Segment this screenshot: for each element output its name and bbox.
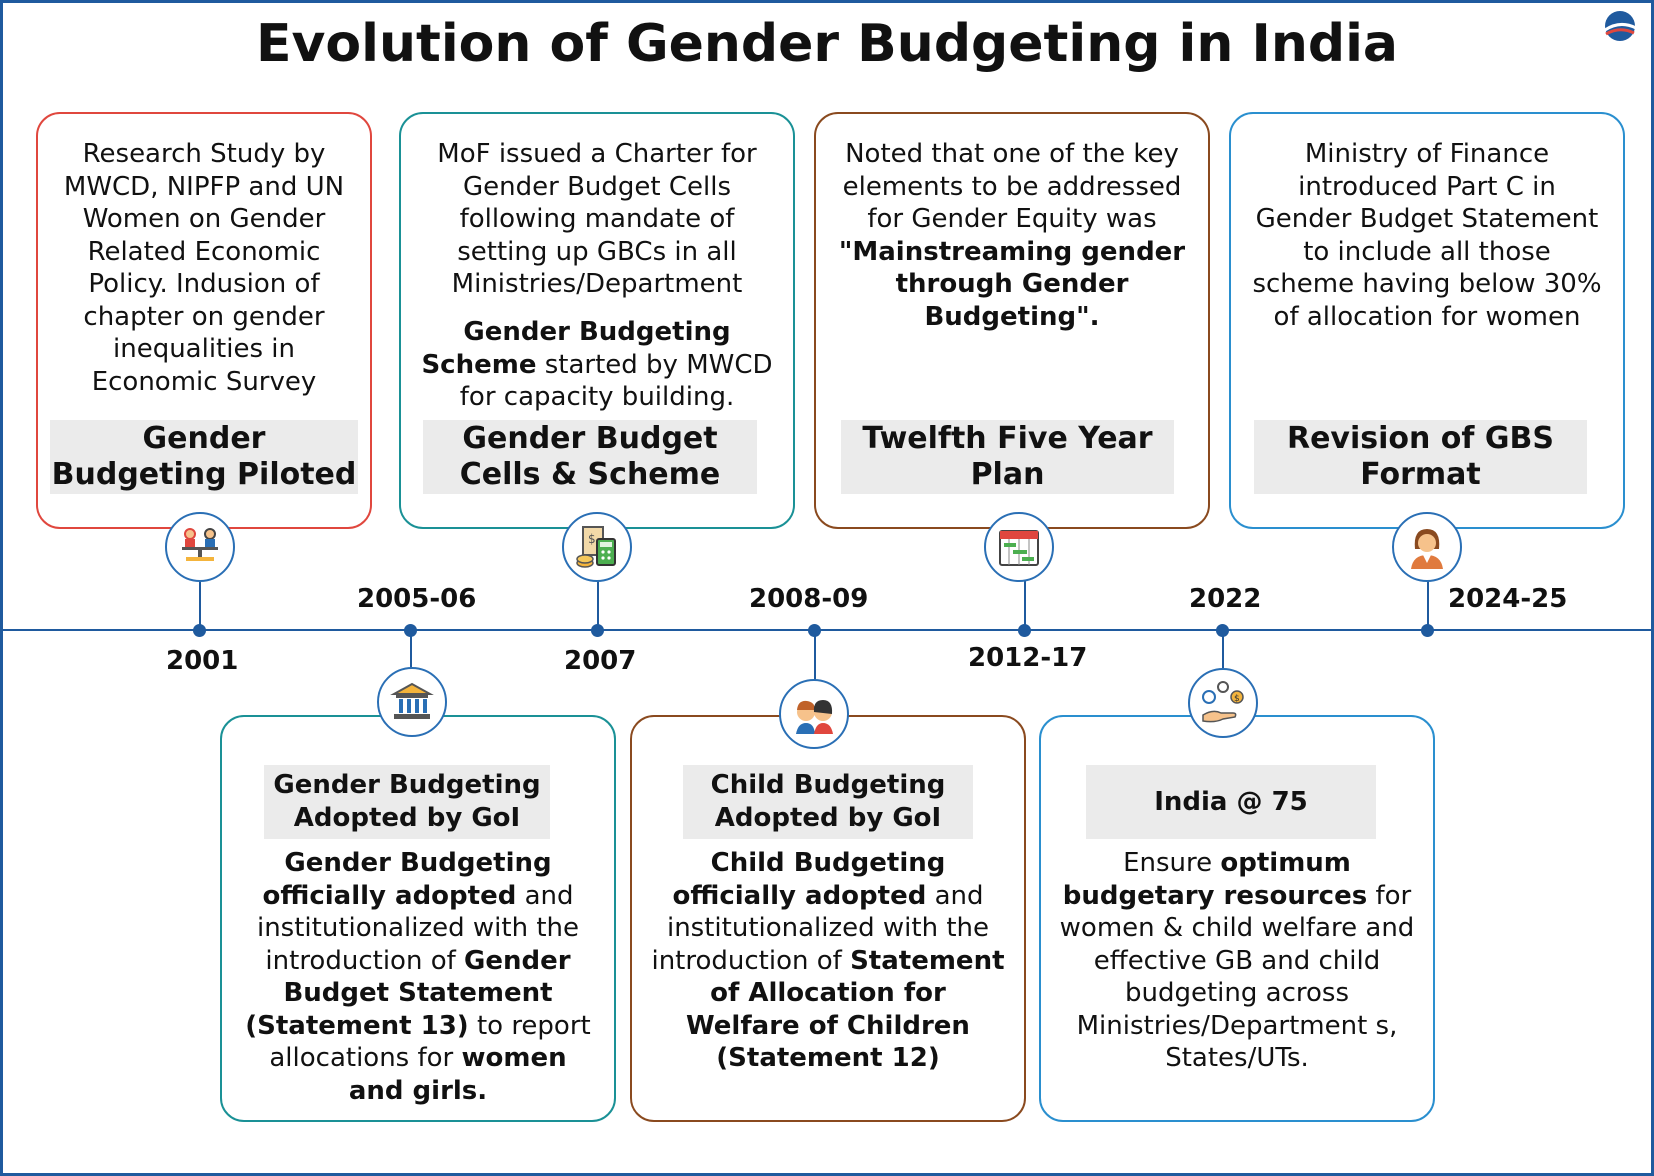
brand-logo-icon <box>1604 11 1637 41</box>
year-label: 2024-25 <box>1448 584 1568 614</box>
svg-text:$: $ <box>588 532 596 546</box>
page-title: Evolution of Gender Budgeting in India <box>255 14 1399 74</box>
card-heading: Gender Budgeting Adopted by GoI <box>264 765 550 839</box>
svg-text:$: $ <box>1234 694 1240 704</box>
card-description: Gender Budgeting officially adopted and … <box>245 848 591 1106</box>
card-description: Ministry of Finance introduced Part C in… <box>1252 139 1602 332</box>
timeline-stem <box>597 580 599 630</box>
card-heading: Revision of GBS Format <box>1254 420 1587 494</box>
timeline-stem <box>1427 580 1429 630</box>
card-description: Child Budgeting officially adopted and i… <box>651 848 1005 1073</box>
timeline-card-2005: Gender Budgeting Adopted by GoI Gender B… <box>220 715 616 1122</box>
timeline-card-2001: Research Study by MWCD, NIPFP and UN Wom… <box>36 112 372 529</box>
timeline-card-2024: Ministry of Finance introduced Part C in… <box>1229 112 1625 529</box>
timeline-dot-2005 <box>404 624 417 637</box>
card-description-2: Gender Budgeting Scheme started by MWCD … <box>421 317 773 412</box>
timeline-dot-2007 <box>591 624 604 637</box>
timeline-dot-2012 <box>1018 624 1031 637</box>
card-description: Research Study by MWCD, NIPFP and UN Wom… <box>63 139 345 397</box>
year-label: 2005-06 <box>357 584 477 614</box>
timeline-card-2022: India @ 75 Ensure optimum budgetary reso… <box>1039 715 1435 1122</box>
card-description: Noted that one of the key elements to be… <box>838 139 1186 332</box>
year-label: 2001 <box>166 646 239 676</box>
calendar-plan-icon <box>984 512 1054 582</box>
children-icon <box>779 679 849 749</box>
timeline-stem <box>814 630 816 682</box>
timeline-dot-2024 <box>1421 624 1434 637</box>
hand-resources-icon: $ <box>1188 668 1258 738</box>
card-heading: India @ 75 <box>1086 765 1376 839</box>
card-heading: Twelfth Five Year Plan <box>841 420 1174 494</box>
year-label: 2007 <box>564 646 637 676</box>
timeline-stem <box>1024 580 1026 630</box>
timeline-axis <box>0 629 1654 631</box>
timeline-card-2007: MoF issued a Charter for Gender Budget C… <box>399 112 795 529</box>
timeline-stem <box>199 580 201 630</box>
card-description: Ensure optimum budgetary resources for w… <box>1059 848 1415 1073</box>
timeline-dot-2001 <box>193 624 206 637</box>
card-heading: Gender Budget Cells & Scheme <box>423 420 757 494</box>
budget-calculator-icon: $ <box>562 512 632 582</box>
year-label: 2012-17 <box>968 643 1088 673</box>
woman-avatar-icon <box>1392 512 1462 582</box>
card-heading: Child Budgeting Adopted by GoI <box>683 765 973 839</box>
timeline-dot-2022 <box>1216 624 1229 637</box>
timeline-card-2008: Child Budgeting Adopted by GoI Child Bud… <box>630 715 1026 1122</box>
year-label: 2022 <box>1189 584 1262 614</box>
government-building-icon <box>377 667 447 737</box>
timeline-stem <box>410 630 412 670</box>
timeline-dot-2008 <box>808 624 821 637</box>
card-heading: Gender Budgeting Piloted <box>50 420 358 494</box>
card-description: MoF issued a Charter for Gender Budget C… <box>437 139 757 299</box>
timeline-stem <box>1222 630 1224 672</box>
year-label: 2008-09 <box>749 584 869 614</box>
timeline-card-2012: Noted that one of the key elements to be… <box>814 112 1210 529</box>
scales-gender-icon <box>165 512 235 582</box>
